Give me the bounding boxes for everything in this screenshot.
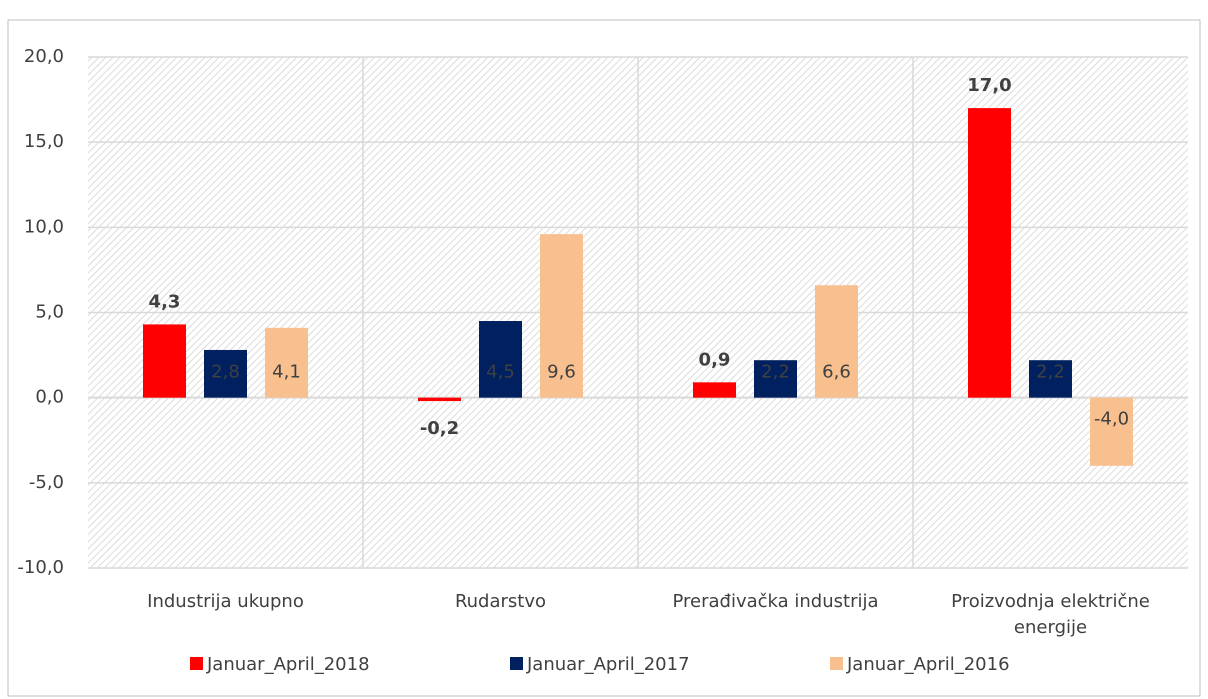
y-tick-label: 5,0: [35, 302, 64, 323]
data-label: 4,3: [149, 291, 181, 312]
bar: [754, 360, 797, 398]
bar: [1090, 397, 1133, 466]
data-label: 6,6: [822, 362, 851, 383]
data-label: 4,1: [272, 362, 301, 383]
data-label: 0,9: [699, 349, 731, 370]
legend-swatch: [510, 657, 523, 670]
bar: [1029, 360, 1072, 398]
y-tick-label: 0,0: [35, 387, 64, 408]
data-label: 4,5: [486, 362, 515, 383]
x-tick-label: Prerađivačka industrija: [672, 591, 879, 612]
bar: [540, 234, 583, 398]
legend-swatch: [190, 657, 203, 670]
y-tick-label: 20,0: [24, 46, 64, 67]
bar: [143, 324, 186, 398]
bar: [968, 108, 1011, 398]
bar: [479, 321, 522, 398]
x-tick-label: Proizvodnja električne energije: [951, 591, 1150, 638]
data-label: 2,2: [761, 362, 790, 383]
x-tick-label: Industrija ukupno: [147, 591, 304, 612]
data-label: 2,2: [1036, 362, 1065, 383]
legend-label: Januar_April_2017: [526, 654, 690, 675]
bar: [265, 327, 308, 398]
y-tick-label: -5,0: [29, 472, 64, 493]
data-label: 9,6: [547, 362, 576, 383]
legend-swatch: [830, 657, 843, 670]
y-tick-label: -10,0: [17, 557, 64, 578]
y-tick-label: 10,0: [24, 216, 64, 237]
legend-label: Januar_April_2016: [846, 654, 1010, 675]
bar: [204, 349, 247, 398]
data-label: -4,0: [1094, 409, 1129, 430]
data-label: 2,8: [211, 362, 240, 383]
x-tick-label: Rudarstvo: [454, 591, 547, 612]
bar: [693, 382, 736, 398]
bar: [418, 397, 461, 402]
data-label: 17,0: [967, 75, 1011, 96]
legend-label: Januar_April_2018: [206, 654, 370, 675]
chart-border: [7, 19, 1201, 697]
y-tick-label: 15,0: [24, 131, 64, 152]
data-label: -0,2: [420, 418, 459, 439]
bar: [815, 285, 858, 398]
